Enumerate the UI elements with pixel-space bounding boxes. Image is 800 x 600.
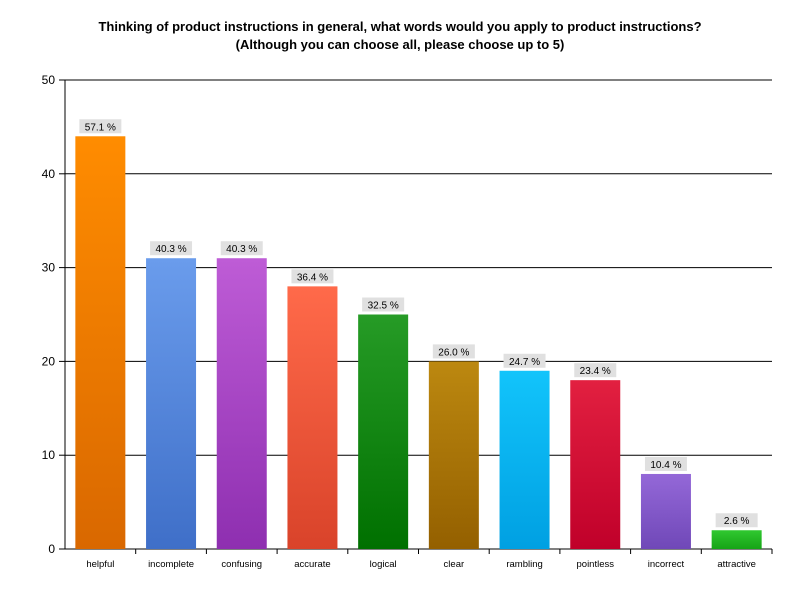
bar-pointless xyxy=(570,380,621,549)
axes: 0 10 20 30 40 50 helpful incomplete confusing acc… xyxy=(42,73,773,570)
y-tick-label: 40 xyxy=(42,167,56,181)
bar-clear xyxy=(428,361,479,549)
data-label-box xyxy=(574,363,617,378)
data-label-box xyxy=(503,353,546,368)
bar-incomplete xyxy=(146,258,197,549)
bar-accurate xyxy=(287,286,338,549)
data-label: 40.3 % xyxy=(226,244,257,255)
y-tick-label: 10 xyxy=(42,448,56,462)
data-labels: 57.1 % 40.3 % 40.3 % 36.4 % 32.5 % 26.0 % 24.7… xyxy=(79,119,758,528)
data-label-box xyxy=(79,119,122,134)
bar-logical xyxy=(358,314,409,549)
x-tick-label: accurate xyxy=(294,559,330,570)
data-label: 10.4 % xyxy=(650,460,681,471)
data-label-box xyxy=(644,456,687,471)
data-label-box xyxy=(432,344,475,359)
x-tick-label: confusing xyxy=(221,559,262,570)
bars xyxy=(75,136,762,549)
bar-helpful xyxy=(75,136,126,549)
data-label-box xyxy=(715,513,758,528)
bar-confusing xyxy=(216,258,267,549)
bar-incorrect xyxy=(640,473,691,549)
x-tick-label: clear xyxy=(444,559,465,570)
data-label: 57.1 % xyxy=(85,122,116,133)
data-label: 32.5 % xyxy=(368,301,399,312)
data-label: 26.0 % xyxy=(438,347,469,358)
data-label: 24.7 % xyxy=(509,357,540,368)
data-label-box xyxy=(291,269,334,284)
bar-rambling xyxy=(499,370,550,549)
y-tick-label: 20 xyxy=(42,354,56,368)
data-label: 2.6 % xyxy=(724,516,750,527)
x-tick-label: attractive xyxy=(717,559,756,570)
data-label-box xyxy=(362,297,405,312)
x-tick-label: rambling xyxy=(506,559,542,570)
x-tick-label: incomplete xyxy=(148,559,194,570)
data-label: 23.4 % xyxy=(580,366,611,377)
x-tick-label: logical xyxy=(370,559,397,570)
x-tick-label: pointless xyxy=(577,559,615,570)
data-label-box xyxy=(150,241,193,256)
x-tick-label: helpful xyxy=(86,559,114,570)
bar-attractive xyxy=(711,530,762,549)
y-tick-label: 50 xyxy=(42,73,56,87)
x-tick-label: incorrect xyxy=(648,559,685,570)
y-tick-label: 0 xyxy=(48,542,55,556)
data-label-box xyxy=(220,241,263,256)
chart-title: Thinking of product instructions in gene… xyxy=(0,18,800,54)
data-label: 40.3 % xyxy=(155,244,186,255)
chart-title-line1: Thinking of product instructions in gene… xyxy=(98,19,702,34)
data-label: 36.4 % xyxy=(297,272,328,283)
y-tick-label: 30 xyxy=(42,261,56,275)
chart-title-line2: (Although you can choose all, please cho… xyxy=(235,37,565,52)
